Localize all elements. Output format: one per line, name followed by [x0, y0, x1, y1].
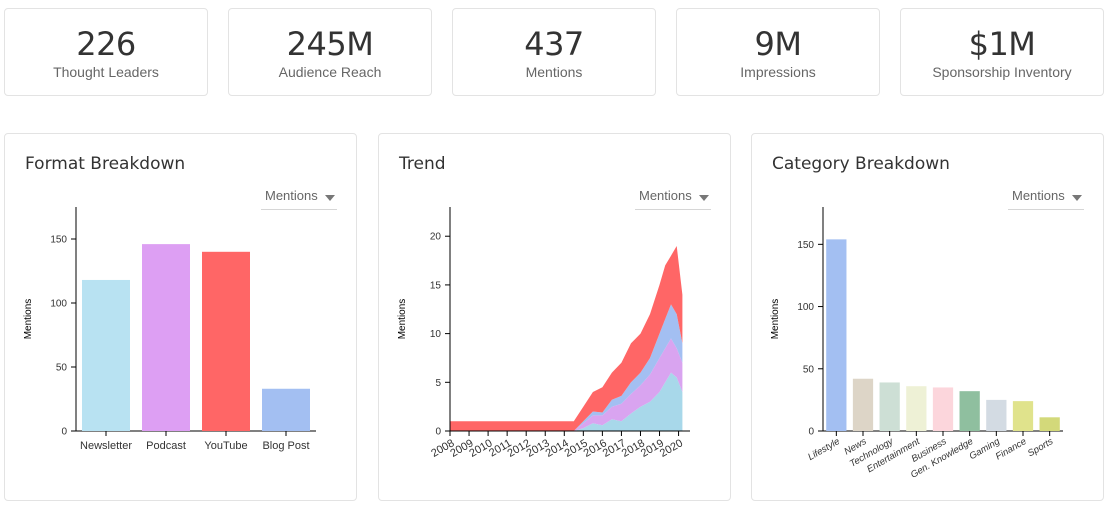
bar [906, 386, 927, 431]
stat-value: 226 [76, 25, 136, 63]
format-breakdown-panel: Format Breakdown Mentions 0 50 100 150 Menti… [4, 133, 357, 501]
stat-label: Impressions [740, 64, 816, 80]
stat-card-sponsorship-inventory: $1M Sponsorship Inventory [900, 8, 1104, 96]
panel-title: Trend [399, 154, 446, 174]
y-tick-label: 5 [435, 378, 441, 389]
y-tick-label: 100 [797, 302, 814, 313]
y-axis-label: Mentions [23, 299, 34, 340]
caret-down-icon [1072, 195, 1082, 201]
x-tick-label: YouTube [204, 440, 247, 452]
bar [1039, 417, 1060, 431]
bar [202, 251, 250, 431]
y-axis-label: Mentions [397, 299, 408, 340]
bar [826, 239, 847, 431]
dropdown-value: Mentions [265, 188, 318, 203]
y-tick-label: 50 [56, 363, 68, 374]
x-tick-label: Newsletter [80, 440, 132, 452]
stat-value: 437 [524, 25, 584, 63]
x-tick-label: Podcast [146, 440, 186, 452]
x-tick-label: Lifestyle [806, 436, 842, 463]
area-series [450, 304, 683, 431]
x-tick-label: Blog Post [262, 440, 309, 452]
y-axis-label: Mentions [770, 299, 781, 340]
trend-chart: 05101520Mentions200820092010201120122013… [397, 207, 690, 460]
bar [932, 387, 954, 431]
area-series [450, 338, 683, 431]
bar [959, 391, 980, 431]
bar [986, 399, 1007, 431]
y-tick-label: 0 [61, 427, 67, 438]
x-tick-label: Sports [1026, 436, 1055, 459]
stat-card-mentions: 437 Mentions [452, 8, 656, 96]
caret-down-icon [325, 195, 335, 201]
category-breakdown-panel: Category Breakdown Mentions 0 50 100 150 Men… [751, 133, 1104, 501]
y-tick-label: 150 [50, 235, 67, 246]
bar [852, 378, 874, 431]
bar [142, 244, 190, 431]
dropdown-value: Mentions [1012, 188, 1065, 203]
stat-value: $1M [968, 25, 1036, 63]
stat-card-thought-leaders: 226 Thought Leaders [4, 8, 208, 96]
metric-dropdown[interactable]: Mentions [1008, 187, 1084, 210]
y-tick-label: 50 [803, 364, 815, 375]
bar [82, 279, 130, 431]
y-tick-label: 150 [797, 240, 814, 251]
y-tick-label: 0 [808, 427, 814, 438]
stat-card-impressions: 9M Impressions [676, 8, 880, 96]
panel-title: Category Breakdown [772, 154, 950, 174]
format-breakdown-chart: 0 50 100 150 Mentions Newsletter Podcast YouTub… [23, 207, 316, 452]
metric-dropdown[interactable]: Mentions [261, 187, 337, 210]
x-tick-label: Finance [994, 436, 1029, 462]
bar [1012, 401, 1034, 431]
bar [879, 382, 900, 431]
y-tick-label: 20 [430, 232, 442, 243]
area-series [450, 372, 683, 431]
stat-value: 9M [754, 25, 802, 63]
stat-label: Audience Reach [278, 64, 382, 80]
bar [262, 388, 310, 431]
dropdown-value: Mentions [639, 188, 692, 203]
area-series [450, 246, 683, 431]
trend-panel: Trend Mentions 0 5 10 15 20 Mentions 2008 2009 2… [378, 133, 731, 501]
metric-dropdown[interactable]: Mentions [635, 187, 711, 210]
stat-label: Sponsorship Inventory [932, 64, 1072, 80]
stat-value: 245M [286, 25, 374, 63]
y-tick-label: 100 [50, 299, 67, 310]
stat-card-audience-reach: 245M Audience Reach [228, 8, 432, 96]
stat-label: Mentions [525, 64, 583, 80]
y-tick-label: 0 [435, 427, 441, 438]
panel-title: Format Breakdown [25, 154, 186, 174]
y-tick-label: 15 [430, 280, 442, 291]
stat-label: Thought Leaders [53, 64, 159, 80]
y-tick-label: 10 [430, 329, 442, 340]
caret-down-icon [699, 195, 709, 201]
